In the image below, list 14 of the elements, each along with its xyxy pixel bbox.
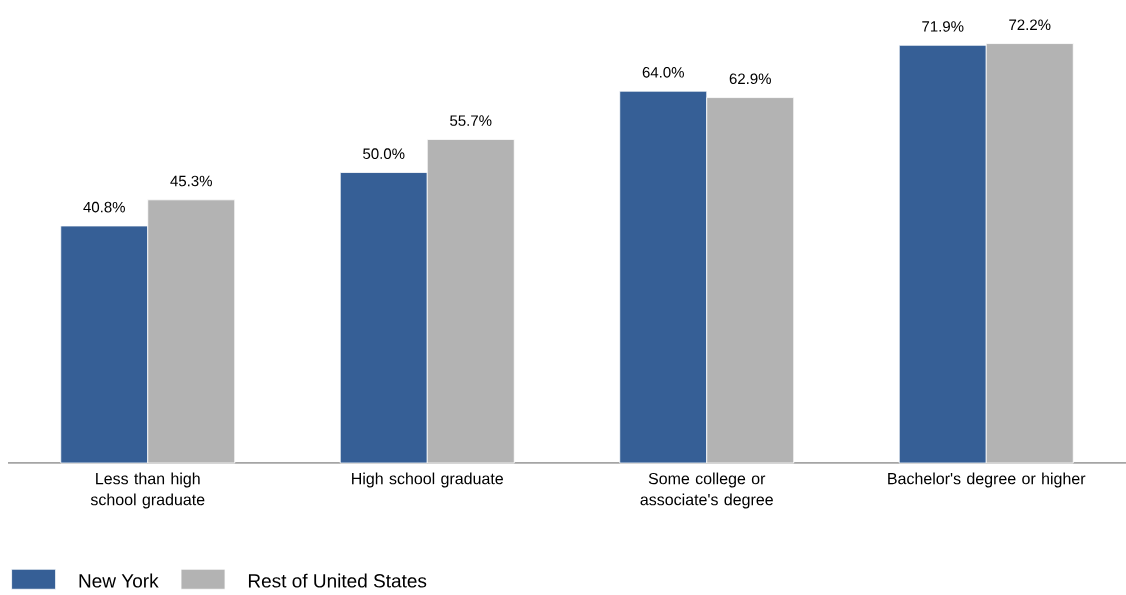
data-label: 45.3% bbox=[170, 175, 212, 187]
data-label: 40.8% bbox=[83, 201, 125, 213]
data-label: 64.0% bbox=[642, 67, 684, 78]
data-label: 72.2% bbox=[1009, 19, 1051, 31]
x-tick-label: Less than high school graduate bbox=[90, 472, 205, 509]
data-label: 62.9% bbox=[729, 73, 771, 85]
data-label: 50.0% bbox=[363, 148, 405, 159]
legend-label: New York bbox=[79, 573, 159, 588]
data-label: 55.7% bbox=[450, 115, 492, 126]
data-label: 71.9% bbox=[922, 21, 964, 32]
legend-label: Rest of United States bbox=[248, 573, 427, 588]
x-tick-label: Bachelor's degree or higher bbox=[888, 472, 1086, 488]
x-tick-label: Some college or associate's degree bbox=[640, 472, 773, 509]
x-tick-label: High school graduate bbox=[352, 472, 503, 488]
